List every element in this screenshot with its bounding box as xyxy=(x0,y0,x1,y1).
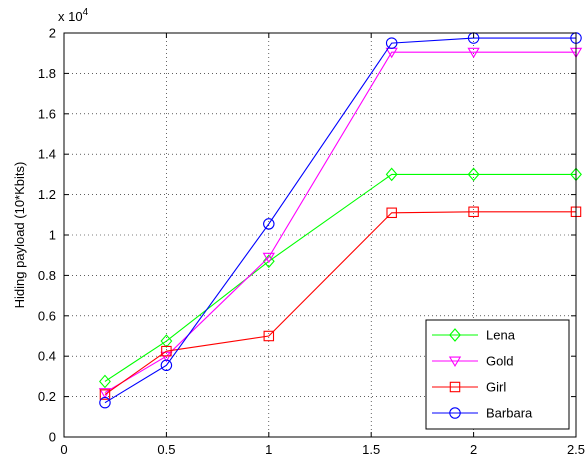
series-line-girl xyxy=(104,211,576,396)
data-point-barbara xyxy=(160,359,173,372)
legend-item-barbara: Barbara xyxy=(432,406,533,421)
data-point-girl xyxy=(468,206,479,218)
y-tick-label: 0 xyxy=(49,430,56,445)
data-point-barbara xyxy=(385,37,398,49)
legend-label: Barbara xyxy=(486,406,533,421)
data-point-girl xyxy=(386,207,397,219)
data-point-lena xyxy=(467,167,480,182)
data-point-barbara xyxy=(99,396,111,409)
x-tick-label: 1.5 xyxy=(362,442,380,457)
legend-label: Lena xyxy=(486,328,516,343)
x-tick-label: 2.5 xyxy=(567,442,585,457)
y-tick-label: 1.4 xyxy=(38,147,56,162)
series-line-lena xyxy=(104,173,576,382)
x-tick-label: 0 xyxy=(60,442,67,457)
legend-swatch-marker xyxy=(449,381,461,393)
legend-swatch-marker xyxy=(448,356,462,368)
legend-item-lena: Lena xyxy=(432,328,516,343)
data-point-lena xyxy=(160,334,173,348)
series-line-gold xyxy=(104,51,576,394)
legend-swatch-marker xyxy=(449,328,461,342)
legend: Lena Gold Girl Barbara xyxy=(425,319,570,430)
y-tick-label: 0.2 xyxy=(38,389,56,404)
data-point-barbara xyxy=(263,218,275,230)
series-line-barbara xyxy=(104,37,576,404)
legend-item-gold: Gold xyxy=(432,354,513,369)
y-tick-label: 0.8 xyxy=(38,268,56,283)
x-tick-label: 1 xyxy=(265,442,272,457)
y-tick-label: 0.4 xyxy=(38,349,56,364)
y-exponent-label: x 104 xyxy=(58,7,89,24)
data-point-gold xyxy=(467,47,480,59)
y-tick-label: 1 xyxy=(49,228,56,243)
data-point-girl xyxy=(99,389,111,400)
data-point-gold xyxy=(160,351,173,363)
y-tick-label: 1.6 xyxy=(38,106,56,121)
data-point-gold xyxy=(262,252,275,264)
y-tick-label: 1.8 xyxy=(38,66,56,81)
y-axis-title: Hiding payload (10*Kbits) xyxy=(12,162,27,309)
axis-ticks: 0 0.5 1 1.5 2 2.5 0 0.2 0.4 0.6 0.8 1 1.2 1.4 1.6 1.8 2 xyxy=(38,26,585,458)
data-point-lena xyxy=(99,374,111,389)
y-tick-label: 2 xyxy=(49,26,56,41)
legend-label: Gold xyxy=(486,354,513,369)
legend-label: Girl xyxy=(486,380,506,395)
x-tick-label: 0.5 xyxy=(157,442,175,457)
data-point-girl xyxy=(263,330,275,342)
y-tick-label: 1.2 xyxy=(38,187,56,202)
legend-swatch-marker xyxy=(449,407,461,419)
legend-item-girl: Girl xyxy=(432,380,506,395)
x-tick-label: 2 xyxy=(470,442,477,457)
series-gold xyxy=(98,47,583,399)
data-point-girl xyxy=(161,345,172,357)
data-point-lena xyxy=(385,167,398,182)
y-tick-label: 0.6 xyxy=(38,308,56,323)
data-point-lena xyxy=(262,254,275,269)
